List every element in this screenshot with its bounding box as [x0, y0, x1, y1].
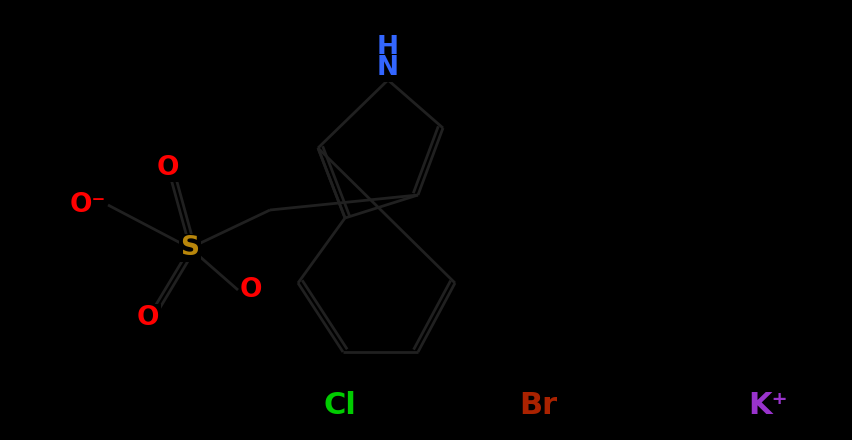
Text: K⁺: K⁺ [747, 391, 787, 419]
Text: O⁻: O⁻ [70, 192, 106, 218]
Text: H: H [377, 35, 399, 61]
Text: O: O [239, 277, 262, 303]
Text: O: O [157, 155, 179, 181]
Text: O: O [136, 305, 159, 331]
Text: Br: Br [518, 391, 556, 419]
Text: N: N [377, 55, 399, 81]
Text: S: S [181, 235, 199, 261]
Text: Cl: Cl [323, 391, 356, 419]
